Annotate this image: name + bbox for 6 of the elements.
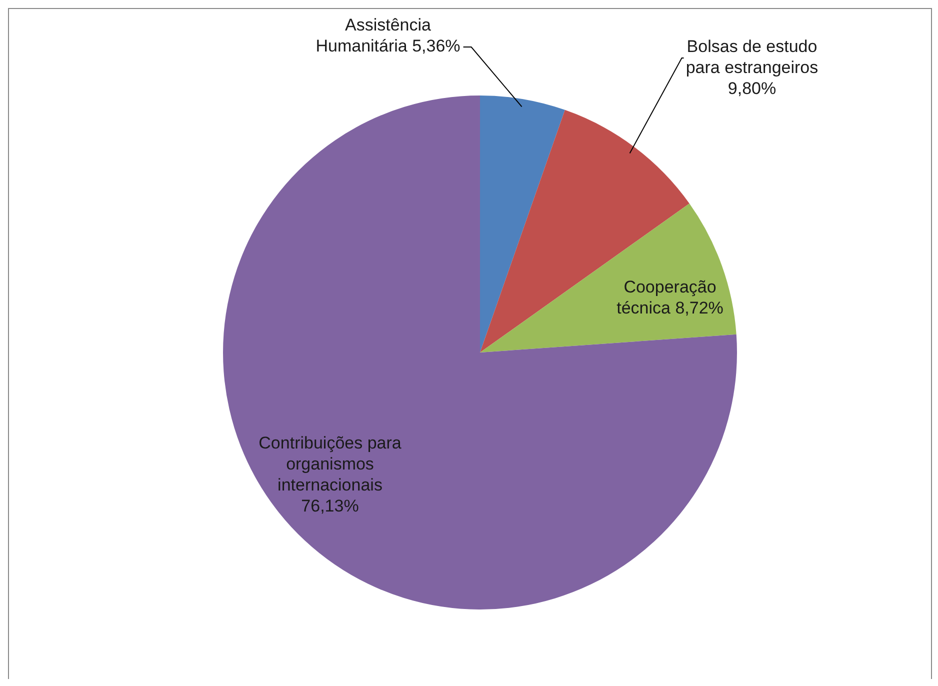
slice-label: Bolsas de estudo para estrangeiros: [686, 37, 818, 78]
slice-label: Assistência Humanitária 5,36%: [316, 16, 460, 56]
data-label: 76,13%: [301, 496, 359, 516]
data-label: 9,80%: [728, 79, 776, 98]
slice-label: Contribuições para organismos internacionais: [258, 434, 402, 495]
slice-label: Cooperação técnica 8,72%: [616, 278, 724, 318]
